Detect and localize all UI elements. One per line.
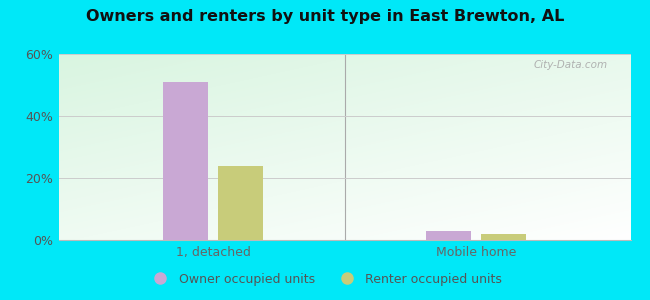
Bar	[426, 231, 471, 240]
Bar	[480, 235, 526, 240]
Bar	[480, 234, 526, 240]
Text: Owners and renters by unit type in East Brewton, AL: Owners and renters by unit type in East …	[86, 9, 564, 24]
Text: City-Data.com: City-Data.com	[533, 60, 607, 70]
Bar	[218, 166, 263, 240]
Legend: Owner occupied units, Renter occupied units: Owner occupied units, Renter occupied un…	[143, 268, 507, 291]
Bar	[162, 82, 209, 240]
Bar	[426, 235, 471, 240]
Bar	[162, 235, 209, 240]
Bar	[218, 235, 263, 240]
